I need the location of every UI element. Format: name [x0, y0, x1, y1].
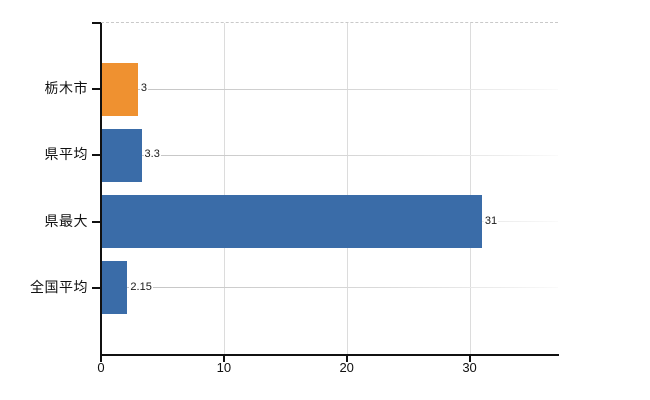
y-axis-tick: [92, 286, 101, 289]
x-tick-label: 10: [216, 360, 232, 375]
y-axis-tick: [92, 220, 101, 223]
x-tick-label: 20: [339, 360, 354, 375]
bar: [101, 195, 482, 249]
y-axis-top-tick: [92, 22, 101, 24]
category-label: 県最大: [44, 212, 88, 229]
x-axis-tick: [222, 356, 225, 362]
y-axis-line: [100, 23, 102, 354]
bar: [101, 128, 142, 182]
category-label: 栃木市: [44, 80, 88, 97]
plot-area: 3 3.3 31 2.15: [92, 22, 559, 362]
bar: [101, 62, 138, 116]
x-axis-tick: [468, 356, 471, 362]
category-gridline: [101, 287, 558, 289]
x-tick-label: 0: [97, 360, 105, 375]
bar: [101, 261, 128, 315]
bar-value-label: 3: [139, 81, 148, 97]
x-gridline: [346, 23, 348, 354]
x-gridline: [223, 23, 225, 354]
x-axis-tick: [345, 356, 348, 362]
y-axis-tick: [92, 154, 101, 157]
bar-value-label: 2.15: [129, 279, 153, 295]
x-tick-label: 30: [462, 360, 477, 375]
category-gridline: [101, 154, 558, 156]
x-gridline: [469, 23, 471, 354]
category-label: 県平均: [44, 146, 88, 163]
bar-value-label: 3.3: [143, 147, 161, 163]
category-label: 全国平均: [30, 278, 88, 295]
x-axis-line: [100, 354, 559, 356]
category-gridline: [101, 88, 558, 90]
x-axis-tick: [100, 356, 102, 362]
y-axis-tick: [92, 88, 101, 91]
bar-value-label: 31: [483, 213, 499, 229]
